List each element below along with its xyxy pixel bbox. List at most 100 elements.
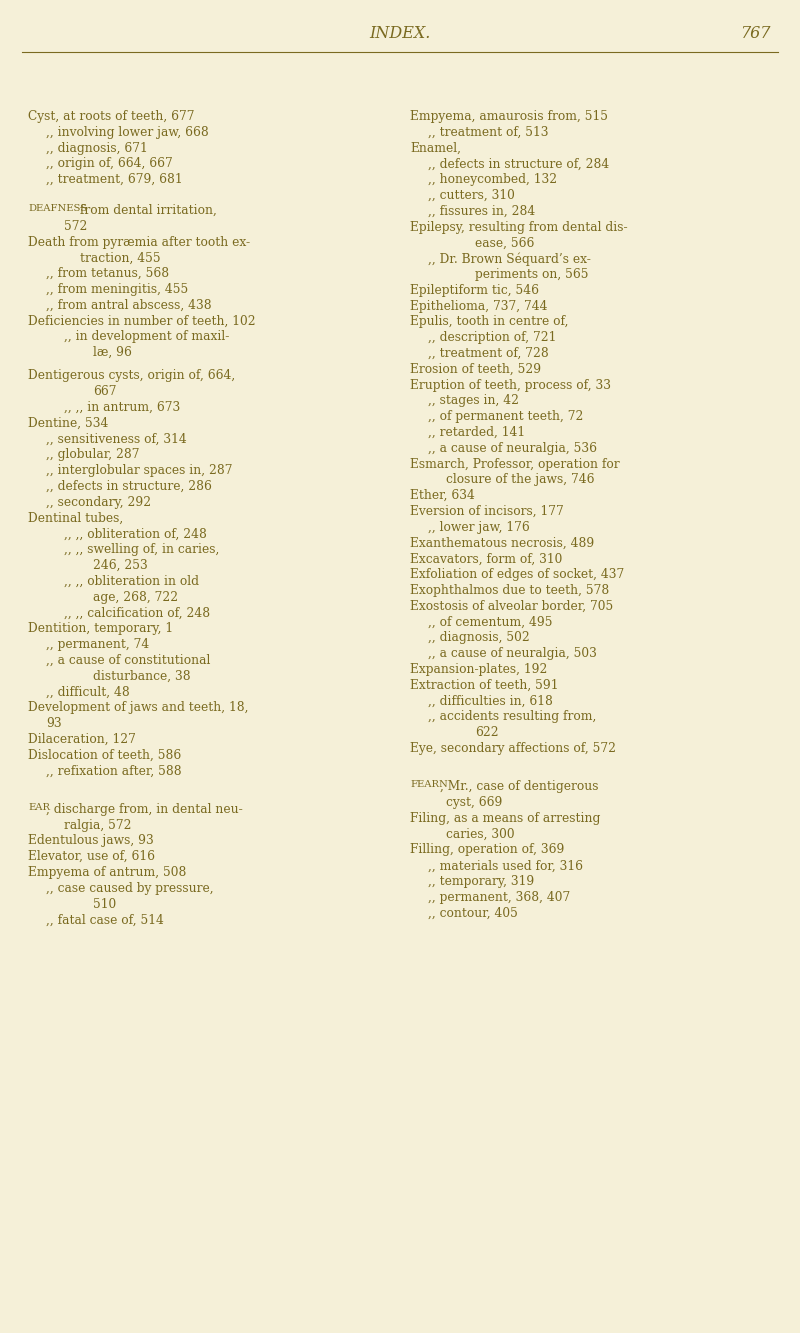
- Text: ,, difficult, 48: ,, difficult, 48: [46, 685, 130, 698]
- Text: Filing, as a means of arresting: Filing, as a means of arresting: [410, 812, 600, 825]
- Text: ,, origin of, 664, 667: ,, origin of, 664, 667: [46, 157, 173, 171]
- Text: Dentigerous cysts, origin of, 664,: Dentigerous cysts, origin of, 664,: [28, 369, 235, 383]
- Text: Epithelioma, 737, 744: Epithelioma, 737, 744: [410, 300, 547, 313]
- Text: Development of jaws and teeth, 18,: Development of jaws and teeth, 18,: [28, 701, 249, 714]
- Text: 667: 667: [93, 385, 117, 399]
- Text: DEAFNESS: DEAFNESS: [28, 204, 87, 213]
- Text: Exostosis of alveolar border, 705: Exostosis of alveolar border, 705: [410, 600, 614, 613]
- Text: EAR: EAR: [28, 802, 50, 812]
- Text: Excavators, form of, 310: Excavators, form of, 310: [410, 552, 562, 565]
- Text: ,, Dr. Brown Séquard’s ex-: ,, Dr. Brown Séquard’s ex-: [428, 252, 591, 265]
- Text: Epulis, tooth in centre of,: Epulis, tooth in centre of,: [410, 316, 569, 328]
- Text: Epilepsy, resulting from dental dis-: Epilepsy, resulting from dental dis-: [410, 220, 628, 233]
- Text: cyst, 669: cyst, 669: [446, 796, 502, 809]
- Text: ,, ,, swelling of, in caries,: ,, ,, swelling of, in caries,: [64, 544, 219, 556]
- Text: ,, interglobular spaces in, 287: ,, interglobular spaces in, 287: [46, 464, 233, 477]
- Text: ,, fatal case of, 514: ,, fatal case of, 514: [46, 913, 164, 926]
- Text: Dislocation of teeth, 586: Dislocation of teeth, 586: [28, 749, 182, 761]
- Text: ,, involving lower jaw, 668: ,, involving lower jaw, 668: [46, 125, 209, 139]
- Text: ,, of cementum, 495: ,, of cementum, 495: [428, 616, 553, 629]
- Text: ,, permanent, 368, 407: ,, permanent, 368, 407: [428, 890, 570, 904]
- Text: Death from pyræmia after tooth ex-: Death from pyræmia after tooth ex-: [28, 236, 250, 248]
- Text: ,, from meningitis, 455: ,, from meningitis, 455: [46, 283, 188, 296]
- Text: 510: 510: [93, 897, 116, 910]
- Text: Enamel,: Enamel,: [410, 141, 461, 155]
- Text: ,, from antral abscess, 438: ,, from antral abscess, 438: [46, 299, 212, 312]
- Text: Eruption of teeth, process of, 33: Eruption of teeth, process of, 33: [410, 379, 611, 392]
- Text: ,, materials used for, 316: ,, materials used for, 316: [428, 860, 583, 872]
- Text: Eye, secondary affections of, 572: Eye, secondary affections of, 572: [410, 742, 616, 754]
- Text: ,, ,, calcification of, 248: ,, ,, calcification of, 248: [64, 607, 210, 620]
- Text: ,, diagnosis, 671: ,, diagnosis, 671: [46, 141, 148, 155]
- Text: ,, temporary, 319: ,, temporary, 319: [428, 874, 534, 888]
- Text: 767: 767: [740, 25, 770, 43]
- Text: ,, globular, 287: ,, globular, 287: [46, 448, 139, 461]
- Text: Exophthalmos due to teeth, 578: Exophthalmos due to teeth, 578: [410, 584, 610, 597]
- Text: ,, permanent, 74: ,, permanent, 74: [46, 639, 150, 651]
- Text: ,, sensitiveness of, 314: ,, sensitiveness of, 314: [46, 433, 186, 445]
- Text: Cyst, at roots of teeth, 677: Cyst, at roots of teeth, 677: [28, 111, 194, 123]
- Text: periments on, 565: periments on, 565: [475, 268, 589, 281]
- Text: 572: 572: [64, 220, 87, 233]
- Text: , Mr., case of dentigerous: , Mr., case of dentigerous: [440, 780, 598, 793]
- Text: ,, treatment of, 728: ,, treatment of, 728: [428, 347, 549, 360]
- Text: Exfoliation of edges of socket, 437: Exfoliation of edges of socket, 437: [410, 568, 624, 581]
- Text: Dentine, 534: Dentine, 534: [28, 417, 108, 431]
- Text: læ, 96: læ, 96: [93, 347, 132, 359]
- Text: Filling, operation of, 369: Filling, operation of, 369: [410, 844, 564, 857]
- Text: ,, accidents resulting from,: ,, accidents resulting from,: [428, 710, 596, 724]
- Text: 93: 93: [46, 717, 62, 730]
- Text: caries, 300: caries, 300: [446, 828, 514, 841]
- Text: ,, case caused by pressure,: ,, case caused by pressure,: [46, 882, 214, 894]
- Text: ,, cutters, 310: ,, cutters, 310: [428, 189, 515, 203]
- Text: Empyema of antrum, 508: Empyema of antrum, 508: [28, 866, 186, 878]
- Text: disturbance, 38: disturbance, 38: [93, 669, 190, 682]
- Text: Exanthematous necrosis, 489: Exanthematous necrosis, 489: [410, 537, 594, 549]
- Text: ,, defects in structure of, 284: ,, defects in structure of, 284: [428, 157, 610, 171]
- Text: from dental irritation,: from dental irritation,: [76, 204, 217, 217]
- Text: INDEX.: INDEX.: [370, 25, 430, 43]
- Text: ease, 566: ease, 566: [475, 236, 534, 249]
- Text: ,, from tetanus, 568: ,, from tetanus, 568: [46, 267, 169, 280]
- Text: ,, contour, 405: ,, contour, 405: [428, 906, 518, 920]
- Text: Dentinal tubes,: Dentinal tubes,: [28, 512, 123, 525]
- Text: ralgia, 572: ralgia, 572: [64, 818, 131, 832]
- Text: ,, secondary, 292: ,, secondary, 292: [46, 496, 151, 509]
- Text: Edentulous jaws, 93: Edentulous jaws, 93: [28, 834, 154, 848]
- Text: ,, ,, obliteration in old: ,, ,, obliteration in old: [64, 575, 199, 588]
- Text: ,, a cause of constitutional: ,, a cause of constitutional: [46, 655, 210, 666]
- Text: ,, stages in, 42: ,, stages in, 42: [428, 395, 519, 408]
- Text: traction, 455: traction, 455: [80, 252, 161, 264]
- Text: ,, diagnosis, 502: ,, diagnosis, 502: [428, 632, 530, 644]
- Text: Epileptiform tic, 546: Epileptiform tic, 546: [410, 284, 539, 297]
- Text: ,, honeycombed, 132: ,, honeycombed, 132: [428, 173, 557, 187]
- Text: 622: 622: [475, 726, 498, 740]
- Text: Empyema, amaurosis from, 515: Empyema, amaurosis from, 515: [410, 111, 608, 123]
- Text: ,, treatment of, 513: ,, treatment of, 513: [428, 125, 549, 139]
- Text: ,, description of, 721: ,, description of, 721: [428, 331, 556, 344]
- Text: Erosion of teeth, 529: Erosion of teeth, 529: [410, 363, 541, 376]
- Text: Dilaceration, 127: Dilaceration, 127: [28, 733, 136, 746]
- Text: Ether, 634: Ether, 634: [410, 489, 475, 503]
- Text: ,, a cause of neuralgia, 503: ,, a cause of neuralgia, 503: [428, 648, 597, 660]
- Text: Deficiencies in number of teeth, 102: Deficiencies in number of teeth, 102: [28, 315, 256, 328]
- Text: closure of the jaws, 746: closure of the jaws, 746: [446, 473, 594, 487]
- Text: Elevator, use of, 616: Elevator, use of, 616: [28, 850, 155, 864]
- Text: FEARN: FEARN: [410, 780, 448, 789]
- Text: ,, in development of maxil-: ,, in development of maxil-: [64, 331, 230, 344]
- Text: ,, lower jaw, 176: ,, lower jaw, 176: [428, 521, 530, 533]
- Text: ,, a cause of neuralgia, 536: ,, a cause of neuralgia, 536: [428, 441, 597, 455]
- Text: , discharge from, in dental neu-: , discharge from, in dental neu-: [46, 802, 242, 816]
- Text: ,, defects in structure, 286: ,, defects in structure, 286: [46, 480, 212, 493]
- Text: Eversion of incisors, 177: Eversion of incisors, 177: [410, 505, 564, 519]
- Text: ,, refixation after, 588: ,, refixation after, 588: [46, 765, 182, 777]
- Text: age, 268, 722: age, 268, 722: [93, 591, 178, 604]
- Text: ,, difficulties in, 618: ,, difficulties in, 618: [428, 694, 553, 708]
- Text: ,, of permanent teeth, 72: ,, of permanent teeth, 72: [428, 411, 583, 423]
- Text: Extraction of teeth, 591: Extraction of teeth, 591: [410, 678, 558, 692]
- Text: Dentition, temporary, 1: Dentition, temporary, 1: [28, 623, 173, 636]
- Text: Expansion-plates, 192: Expansion-plates, 192: [410, 663, 547, 676]
- Text: Esmarch, Professor, operation for: Esmarch, Professor, operation for: [410, 457, 620, 471]
- Text: ,, ,, obliteration of, 248: ,, ,, obliteration of, 248: [64, 528, 207, 540]
- Text: ,, treatment, 679, 681: ,, treatment, 679, 681: [46, 173, 182, 187]
